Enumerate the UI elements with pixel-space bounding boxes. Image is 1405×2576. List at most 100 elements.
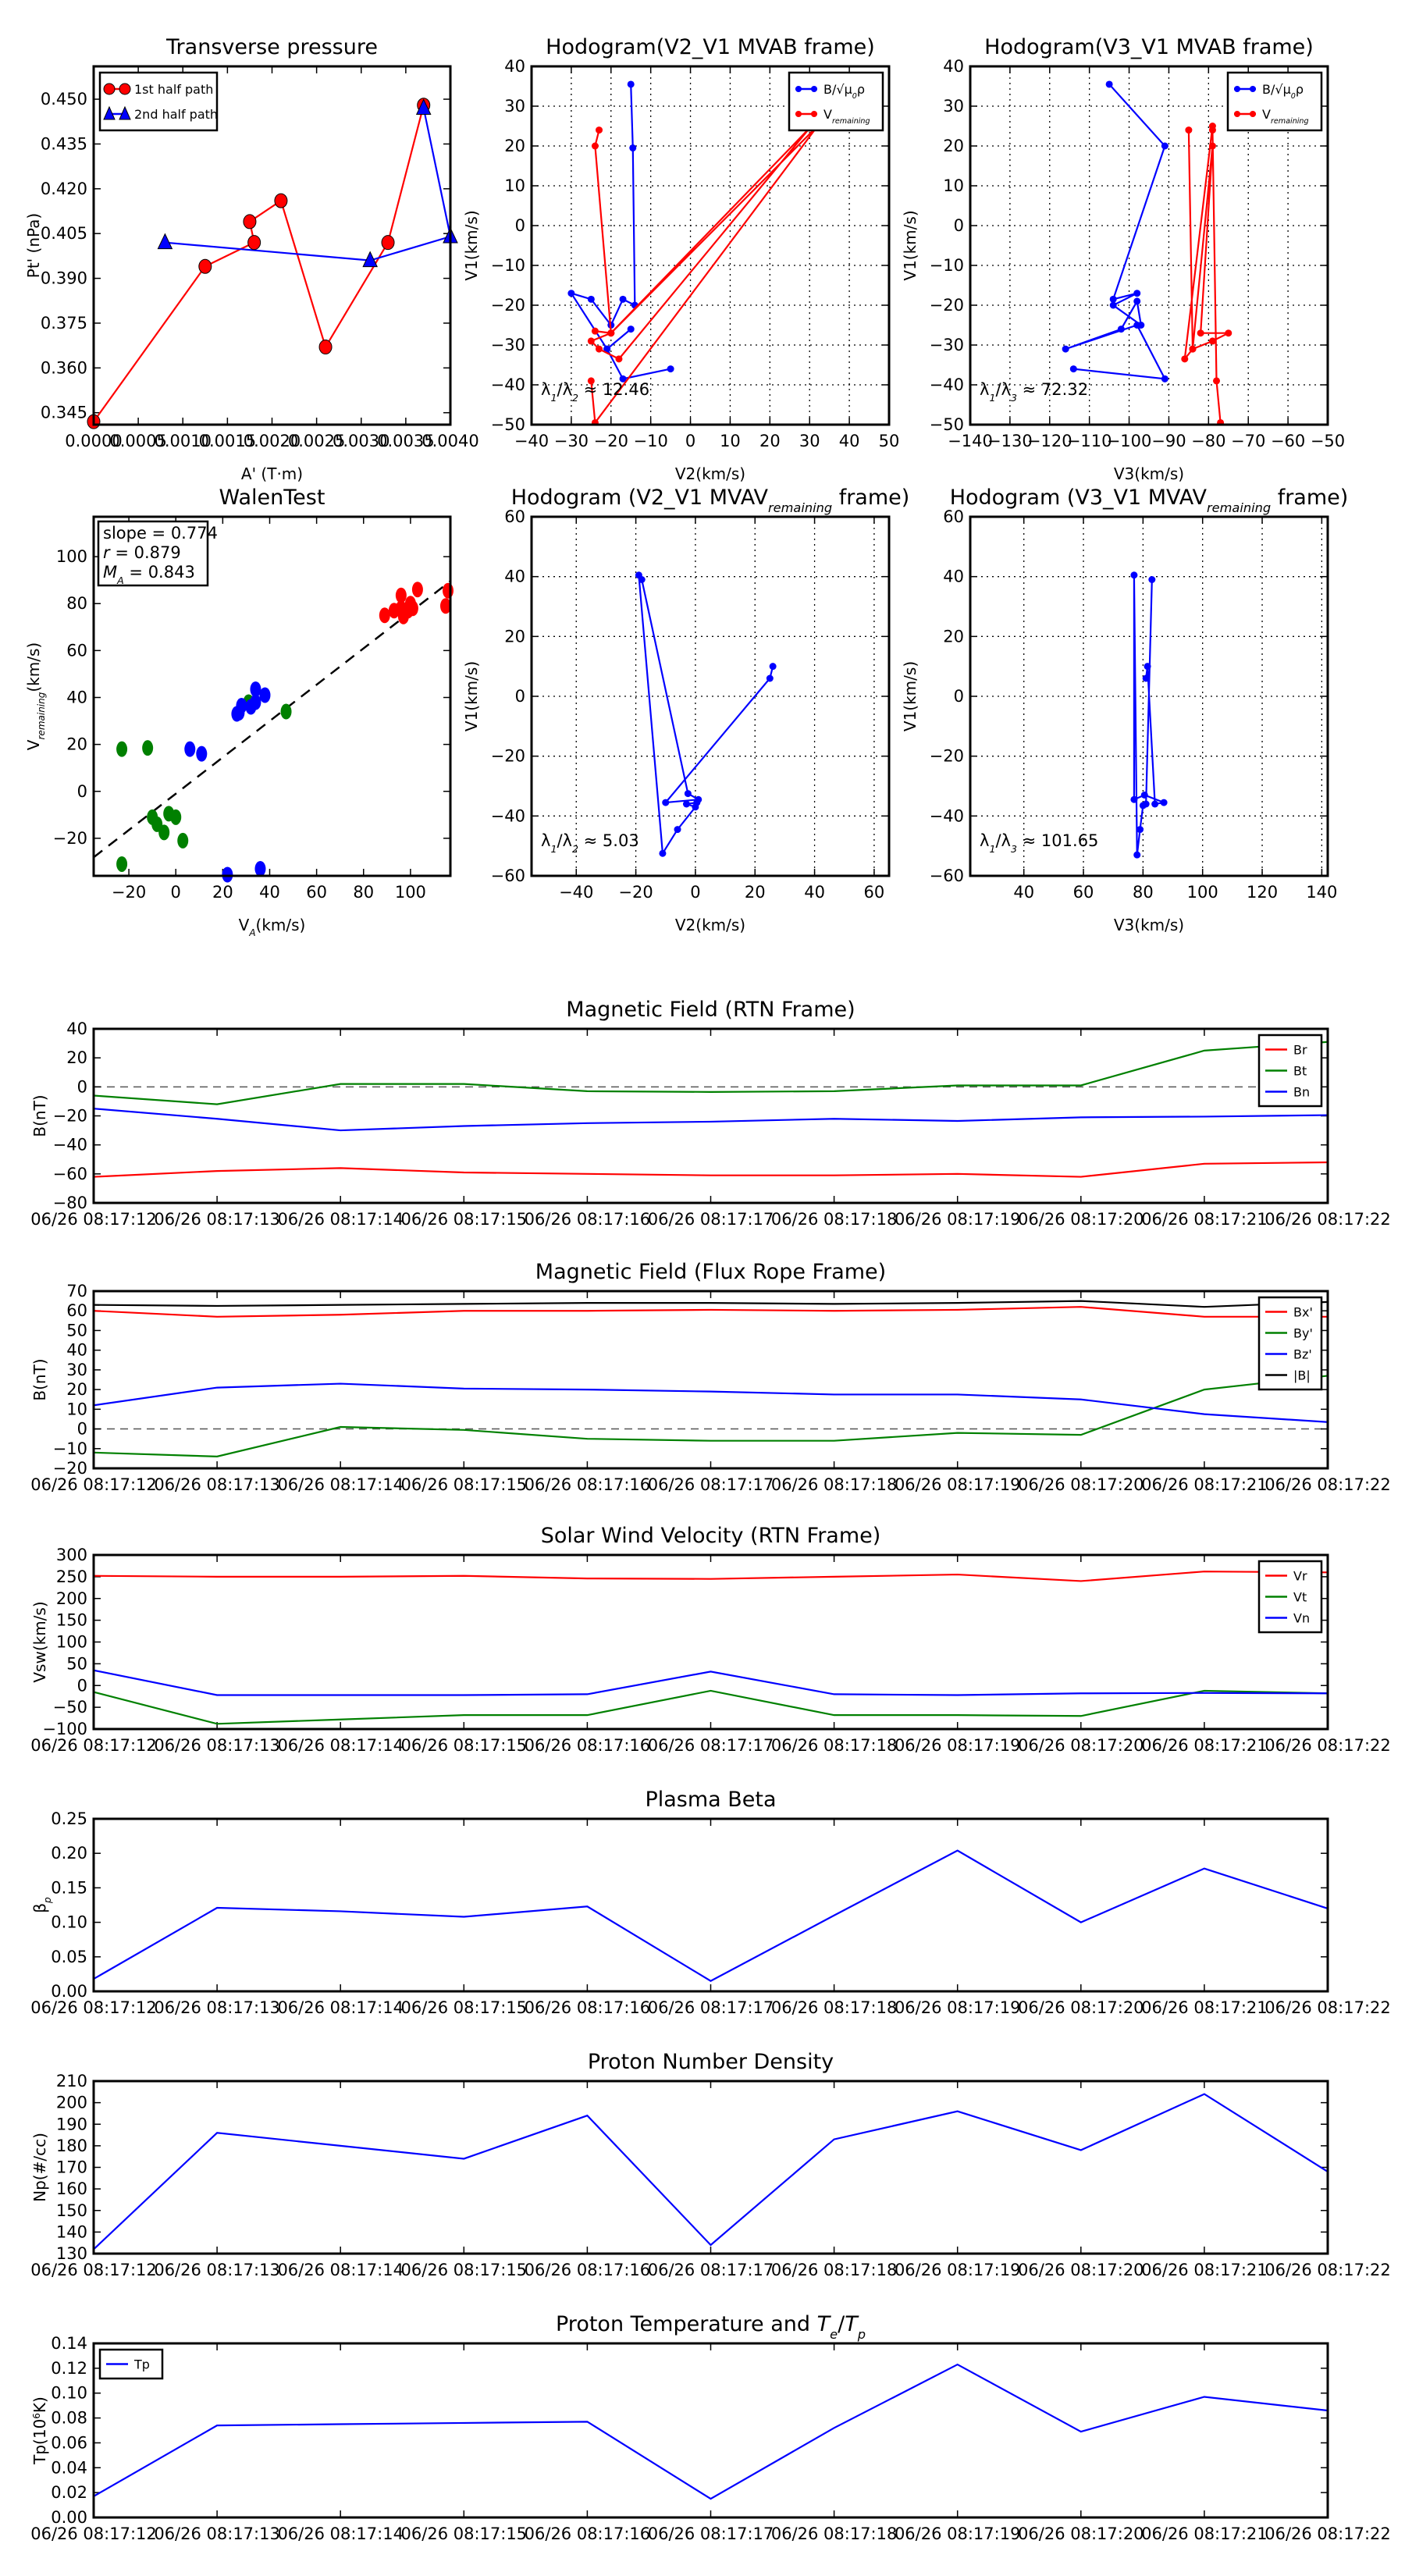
chart-title: Proton Temperature and Te/Tp [556, 2312, 866, 2342]
eigenvalue-ratio-annotation-part: λ [980, 380, 989, 399]
y-tick-label: 200 [56, 1589, 87, 1608]
y-axis-label: V1(km/s) [462, 210, 481, 280]
data-point [158, 824, 170, 841]
chart-title-part: Solar Wind Velocity (RTN Frame) [541, 1524, 881, 1548]
legend-label: Br [1293, 1043, 1307, 1058]
y-axis-label-part: p [42, 1897, 53, 1904]
x-tick-label: 06/26 08:17:12 [30, 1998, 157, 2017]
data-point [596, 345, 603, 353]
x-tick-label: 06/26 08:17:16 [525, 1210, 651, 1229]
axes-frame [530, 65, 891, 426]
y-axis-label-part: (km/s) [24, 642, 43, 692]
legend-marker [811, 86, 817, 92]
y-tick-label: 80 [66, 594, 87, 613]
x-tick-label: −140 [948, 432, 993, 450]
series-line [1183, 126, 1229, 423]
y-tick-label: 0 [77, 782, 87, 801]
y-tick-label: 20 [943, 137, 964, 155]
x-tick-label: 06/26 08:17:16 [525, 2524, 651, 2543]
legend-marker [119, 105, 131, 120]
chart-title-part: Proton Number Density [588, 2050, 834, 2074]
x-tick-label: 06/26 08:17:14 [277, 1736, 404, 1755]
y-tick-label: 60 [504, 507, 525, 526]
y-tick-label: 250 [56, 1567, 87, 1586]
y-tick-label: −20 [53, 1459, 87, 1478]
data-point [591, 142, 599, 150]
chart-title: Transverse pressure [165, 35, 378, 59]
y-axis-label-part: V1(km/s) [901, 210, 919, 280]
hodogram-v3-mvab-chart: Hodogram(V3_V1 MVAB frame)−140−130−120−1… [901, 35, 1345, 483]
fit-statistic: r = 0.879 [103, 543, 181, 562]
y-tick-label: 0.08 [51, 2409, 87, 2428]
eigenvalue-ratio-annotation-part: 1 [550, 843, 557, 855]
data-point [116, 856, 128, 872]
y-tick-label: 10 [66, 1400, 87, 1418]
y-axis-label: V1(km/s) [462, 661, 481, 731]
y-tick-label: 0.390 [41, 269, 87, 288]
chart-title: Solar Wind Velocity (RTN Frame) [541, 1524, 881, 1548]
data-point [1109, 301, 1117, 309]
eigenvalue-ratio-annotation-part: /λ [557, 831, 572, 850]
x-tick-label: 30 [799, 432, 820, 450]
x-tick-label: 0 [171, 883, 181, 902]
chart-title-part: Proton Temperature and [556, 2312, 817, 2336]
y-tick-label: 0.405 [41, 224, 87, 243]
data-point [567, 290, 575, 297]
plot-area [94, 1571, 1328, 1725]
data-point [662, 799, 670, 806]
x-tick-label: 80 [353, 883, 374, 902]
y-tick-label: −20 [491, 747, 525, 766]
y-axis-label-part: B(nT) [30, 1358, 49, 1400]
legend-marker [811, 111, 817, 117]
data-point [1142, 800, 1150, 808]
legend: Vr Vt Vn [1257, 1560, 1323, 1634]
x-tick-label: 06/26 08:17:16 [525, 2261, 651, 2279]
fit-statistic-part: M [103, 563, 117, 582]
x-tick-label: 06/26 08:17:14 [277, 1475, 404, 1494]
x-tick-label: 06/26 08:17:12 [30, 1475, 157, 1494]
y-tick-label: 170 [56, 2158, 87, 2177]
data-point [415, 98, 432, 116]
series-line [94, 1669, 1328, 1696]
axes-frame [92, 1553, 1329, 1731]
x-axis-label: A' (T·m) [241, 464, 303, 483]
y-tick-label: 0.420 [41, 180, 87, 198]
x-axis-label: V3(km/s) [1114, 464, 1184, 483]
x-tick-label: −80 [1191, 432, 1225, 450]
legend-label: Vremaining [1262, 107, 1309, 126]
series-line [94, 1306, 1328, 1318]
x-tick-label: 06/26 08:17:19 [895, 2261, 1021, 2279]
x-tick-label: 06/26 08:17:15 [401, 2524, 528, 2543]
y-tick-label: −60 [491, 866, 525, 885]
data-point [1189, 345, 1197, 353]
y-tick-label: 0.345 [41, 404, 87, 422]
data-point [184, 741, 196, 757]
y-tick-label: 60 [943, 507, 964, 526]
data-point [587, 337, 595, 345]
x-axis-label-part: V2(km/s) [675, 464, 745, 483]
x-tick-label: 06/26 08:17:22 [1264, 2524, 1391, 2543]
eigenvalue-ratio-annotation-part: ≈ 72.32 [1017, 380, 1088, 399]
x-axis-label-part: A' (T·m) [241, 464, 303, 483]
series-line [94, 1571, 1328, 1582]
data-point [1142, 674, 1150, 682]
data-point [381, 235, 395, 251]
axes-frame [92, 1817, 1329, 1993]
y-tick-label: 0 [954, 216, 964, 235]
data-point [1105, 80, 1113, 88]
data-point [318, 340, 333, 355]
legend-marker [1234, 86, 1240, 92]
y-tick-label: 150 [56, 2201, 87, 2220]
y-axis-label: B(nT) [30, 1094, 49, 1137]
x-tick-label: 06/26 08:17:21 [1141, 1475, 1268, 1494]
x-tick-label: 06/26 08:17:18 [771, 1736, 898, 1755]
data-point [142, 740, 154, 756]
y-tick-label: −60 [930, 866, 964, 885]
series-line [94, 2363, 1328, 2500]
x-tick-label: 06/26 08:17:13 [154, 1736, 280, 1755]
x-tick-label: 06/26 08:17:13 [154, 1210, 280, 1229]
data-point [1217, 418, 1225, 425]
plot-area [94, 2363, 1328, 2500]
legend-label: |B| [1293, 1368, 1311, 1383]
